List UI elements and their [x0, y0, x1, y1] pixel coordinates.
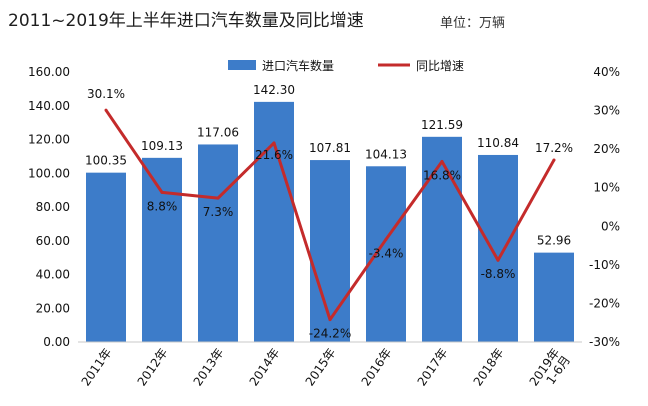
y-left-tick-label: 140.00 [28, 99, 70, 113]
bar-1 [142, 157, 182, 342]
bar-0 [86, 172, 126, 342]
x-axis: 2011年 2012年 2013年 2014年 2015年 2016年 2017年 2018年… [78, 341, 582, 396]
growth-point-6 [440, 159, 444, 163]
legend: 进口汽车数量 同比增速 [228, 58, 464, 73]
legend-line-label: 同比增速 [416, 59, 464, 73]
bar-2 [198, 144, 238, 342]
line-series [104, 108, 556, 322]
bar-7 [478, 154, 518, 342]
bar-value-label: 117.06 [197, 125, 239, 139]
growth-value-label: -3.4% [369, 246, 404, 260]
x-tick-label: 2016年 [359, 346, 395, 389]
y-right-tick-label: 10% [593, 181, 620, 195]
growth-point-8 [552, 158, 556, 162]
bar-value-label: 100.35 [85, 154, 127, 168]
bar-value-label: 121.59 [421, 118, 463, 132]
y-right-tick-label: -20% [589, 296, 620, 310]
right-axis: -30% -20% -10% 0% 10% 20% 30% 40% [589, 65, 620, 349]
growth-value-label: 7.3% [203, 205, 234, 219]
y-left-tick-label: 160.00 [28, 65, 70, 79]
growth-value-label: 30.1% [87, 87, 125, 101]
y-left-tick-label: 100.00 [28, 166, 70, 180]
y-right-tick-label: 20% [593, 142, 620, 156]
y-right-tick-label: -30% [589, 335, 620, 349]
x-tick-label: 2013年 [191, 346, 227, 389]
y-right-tick-label: 30% [593, 104, 620, 118]
growth-point-5 [384, 237, 388, 241]
bar-value-label: 109.13 [141, 139, 183, 153]
growth-value-label: -24.2% [309, 327, 351, 341]
x-tick-label: 2018年 [471, 346, 507, 389]
y-right-tick-label: 0% [601, 219, 620, 233]
x-tick-label: 2011年 [79, 346, 115, 389]
x-tick-label: 2019年1-6月 [527, 346, 574, 396]
y-left-tick-label: 0.00 [43, 335, 70, 349]
left-axis: 0.00 20.00 40.00 60.00 80.00 100.00 120.00 140.… [28, 65, 70, 349]
y-left-tick-label: 40.00 [36, 268, 70, 282]
growth-point-1 [160, 190, 164, 194]
legend-bar-swatch [228, 60, 256, 70]
x-tick-label: 2014年 [247, 346, 283, 389]
bar-6 [422, 136, 462, 342]
growth-point-0 [104, 108, 108, 112]
growth-value-label: 8.8% [147, 199, 178, 213]
legend-bar-label: 进口汽车数量 [262, 58, 334, 73]
y-left-tick-label: 80.00 [36, 200, 70, 214]
x-tick-label: 2015年 [303, 346, 339, 389]
bar-value-label: 107.81 [309, 141, 351, 155]
growth-point-4 [328, 318, 332, 322]
data-labels: 100.35 109.13 117.06 142.30 107.81 104.13 121.… [85, 83, 573, 341]
y-right-tick-label: 40% [593, 65, 620, 79]
bar-3 [254, 101, 294, 343]
x-tick-label: 2012年 [135, 346, 171, 389]
y-left-tick-label: 60.00 [36, 234, 70, 248]
growth-value-label: 17.2% [535, 141, 573, 155]
growth-value-label: -8.8% [481, 267, 516, 281]
bar-value-label: 52.96 [537, 234, 571, 248]
bar-value-label: 110.84 [477, 136, 519, 150]
growth-point-7 [496, 258, 500, 262]
x-tick-label: 2017年 [415, 346, 451, 389]
growth-value-label: 16.8% [423, 168, 461, 182]
unit-label: 单位：万辆 [440, 16, 506, 31]
y-right-tick-label: -10% [589, 258, 620, 272]
bar-5 [366, 166, 406, 342]
chart-title: 2011~2019年上半年进口汽车数量及同比增速 [8, 11, 364, 31]
growth-value-label: 21.6% [255, 148, 293, 162]
growth-point-2 [216, 196, 220, 200]
bar-value-label: 142.30 [253, 83, 295, 97]
y-left-tick-label: 120.00 [28, 133, 70, 147]
bar-4 [310, 160, 350, 342]
bar-value-label: 104.13 [365, 147, 407, 161]
y-left-tick-label: 20.00 [36, 301, 70, 315]
bar-8 [534, 252, 574, 342]
growth-point-3 [272, 141, 276, 145]
